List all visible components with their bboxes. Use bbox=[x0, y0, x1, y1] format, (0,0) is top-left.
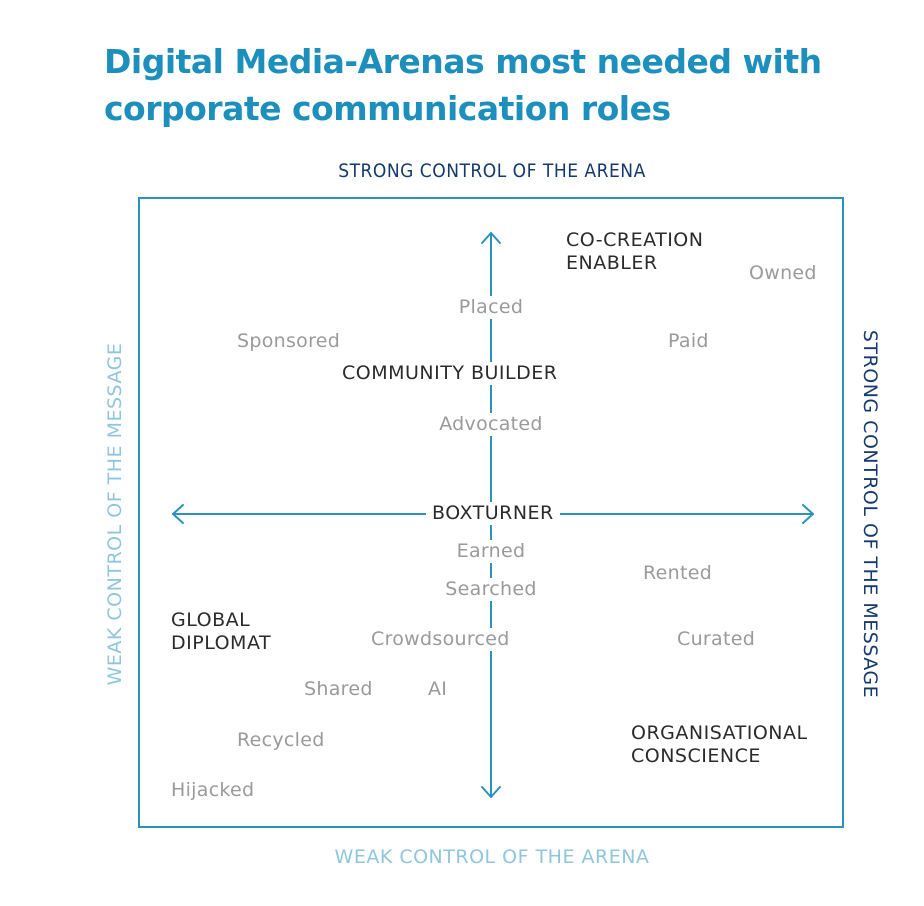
role-line: DIPLOMAT bbox=[171, 632, 272, 654]
arena-curated: Curated bbox=[677, 628, 756, 650]
arena-shared: Shared bbox=[304, 678, 373, 700]
role-line: GLOBAL bbox=[171, 609, 251, 631]
role-boxturner: BOXTURNER bbox=[426, 502, 560, 525]
arena-rented: Rented bbox=[643, 562, 713, 584]
arena-earned: Earned bbox=[450, 540, 532, 563]
page-title: Digital Media-Arenas most needed with co… bbox=[104, 38, 824, 132]
role-line: CONSCIENCE bbox=[631, 745, 761, 767]
arrow-head-left-icon bbox=[172, 504, 184, 524]
role-line: ENABLER bbox=[566, 252, 658, 274]
role-global-diplomat: GLOBAL DIPLOMAT bbox=[171, 609, 271, 655]
arena-sponsored: Sponsored bbox=[237, 330, 341, 352]
arena-owned: Owned bbox=[749, 262, 817, 284]
arrow-head-up-icon bbox=[481, 232, 501, 244]
role-community-builder: COMMUNITY BUILDER bbox=[336, 362, 564, 385]
title-line-1: Digital Media-Arenas most needed with bbox=[104, 42, 822, 81]
role-co-creation-enabler: CO-CREATION ENABLER bbox=[566, 229, 703, 275]
axis-label-bottom: WEAK CONTROL OF THE ARENA bbox=[334, 846, 650, 868]
arrow-head-down-icon bbox=[481, 786, 501, 798]
arena-recycled: Recycled bbox=[237, 729, 325, 751]
arena-paid: Paid bbox=[668, 330, 709, 352]
role-organisational-conscience: ORGANISATIONAL CONSCIENCE bbox=[631, 722, 808, 768]
role-line: CO-CREATION bbox=[566, 229, 704, 251]
diagram-frame bbox=[138, 197, 844, 828]
arrow-head-right-icon bbox=[802, 504, 814, 524]
arena-crowdsourced: Crowdsourced bbox=[365, 628, 516, 651]
arena-searched: Searched bbox=[439, 578, 543, 601]
title-line-2: corporate communication roles bbox=[104, 89, 671, 128]
role-line: ORGANISATIONAL bbox=[631, 722, 808, 744]
arena-hijacked: Hijacked bbox=[171, 779, 255, 801]
arena-ai: AI bbox=[428, 678, 448, 700]
arena-advocated: Advocated bbox=[433, 413, 549, 436]
axis-label-top: STRONG CONTROL OF THE ARENA bbox=[338, 160, 646, 182]
arena-placed: Placed bbox=[452, 296, 530, 319]
